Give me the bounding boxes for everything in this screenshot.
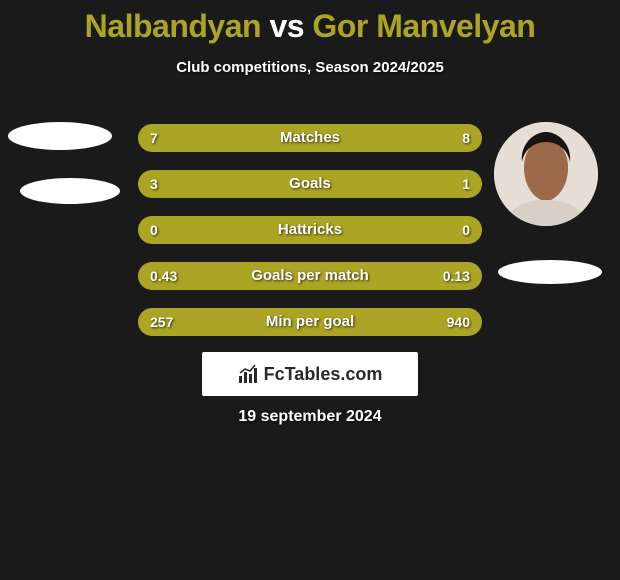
stat-label: Hattricks bbox=[138, 216, 482, 244]
stat-value-right: 0.13 bbox=[443, 262, 470, 290]
stat-label: Matches bbox=[138, 124, 482, 152]
vs-separator: vs bbox=[269, 8, 304, 44]
stat-value-right: 8 bbox=[462, 124, 470, 152]
stat-label: Min per goal bbox=[138, 308, 482, 336]
player1-name: Nalbandyan bbox=[85, 8, 261, 44]
stat-value-right: 1 bbox=[462, 170, 470, 198]
stat-row-hattricks: 0 Hattricks 0 bbox=[138, 216, 482, 244]
logo-text: FcTables.com bbox=[264, 364, 383, 385]
avatar-icon bbox=[494, 122, 598, 226]
comparison-title: Nalbandyan vs Gor Manvelyan bbox=[0, 0, 620, 45]
player2-placeholder-shape bbox=[498, 260, 602, 284]
player1-placeholder-shape-2 bbox=[20, 178, 120, 204]
stat-label: Goals per match bbox=[138, 262, 482, 290]
generated-date: 19 september 2024 bbox=[0, 408, 620, 426]
stat-bars: 7 Matches 8 3 Goals 1 0 Hattricks 0 0.43… bbox=[138, 124, 482, 354]
player2-name: Gor Manvelyan bbox=[312, 8, 535, 44]
fctables-logo: FcTables.com bbox=[202, 352, 418, 396]
stat-row-min-per-goal: 257 Min per goal 940 bbox=[138, 308, 482, 336]
player1-placeholder-shape-1 bbox=[8, 122, 112, 150]
stat-row-goals-per-match: 0.43 Goals per match 0.13 bbox=[138, 262, 482, 290]
stat-row-goals: 3 Goals 1 bbox=[138, 170, 482, 198]
stat-value-right: 940 bbox=[447, 308, 470, 336]
chart-icon bbox=[238, 364, 260, 384]
stat-row-matches: 7 Matches 8 bbox=[138, 124, 482, 152]
subtitle: Club competitions, Season 2024/2025 bbox=[0, 59, 620, 76]
stat-label: Goals bbox=[138, 170, 482, 198]
stat-value-right: 0 bbox=[462, 216, 470, 244]
player2-avatar bbox=[494, 122, 598, 226]
